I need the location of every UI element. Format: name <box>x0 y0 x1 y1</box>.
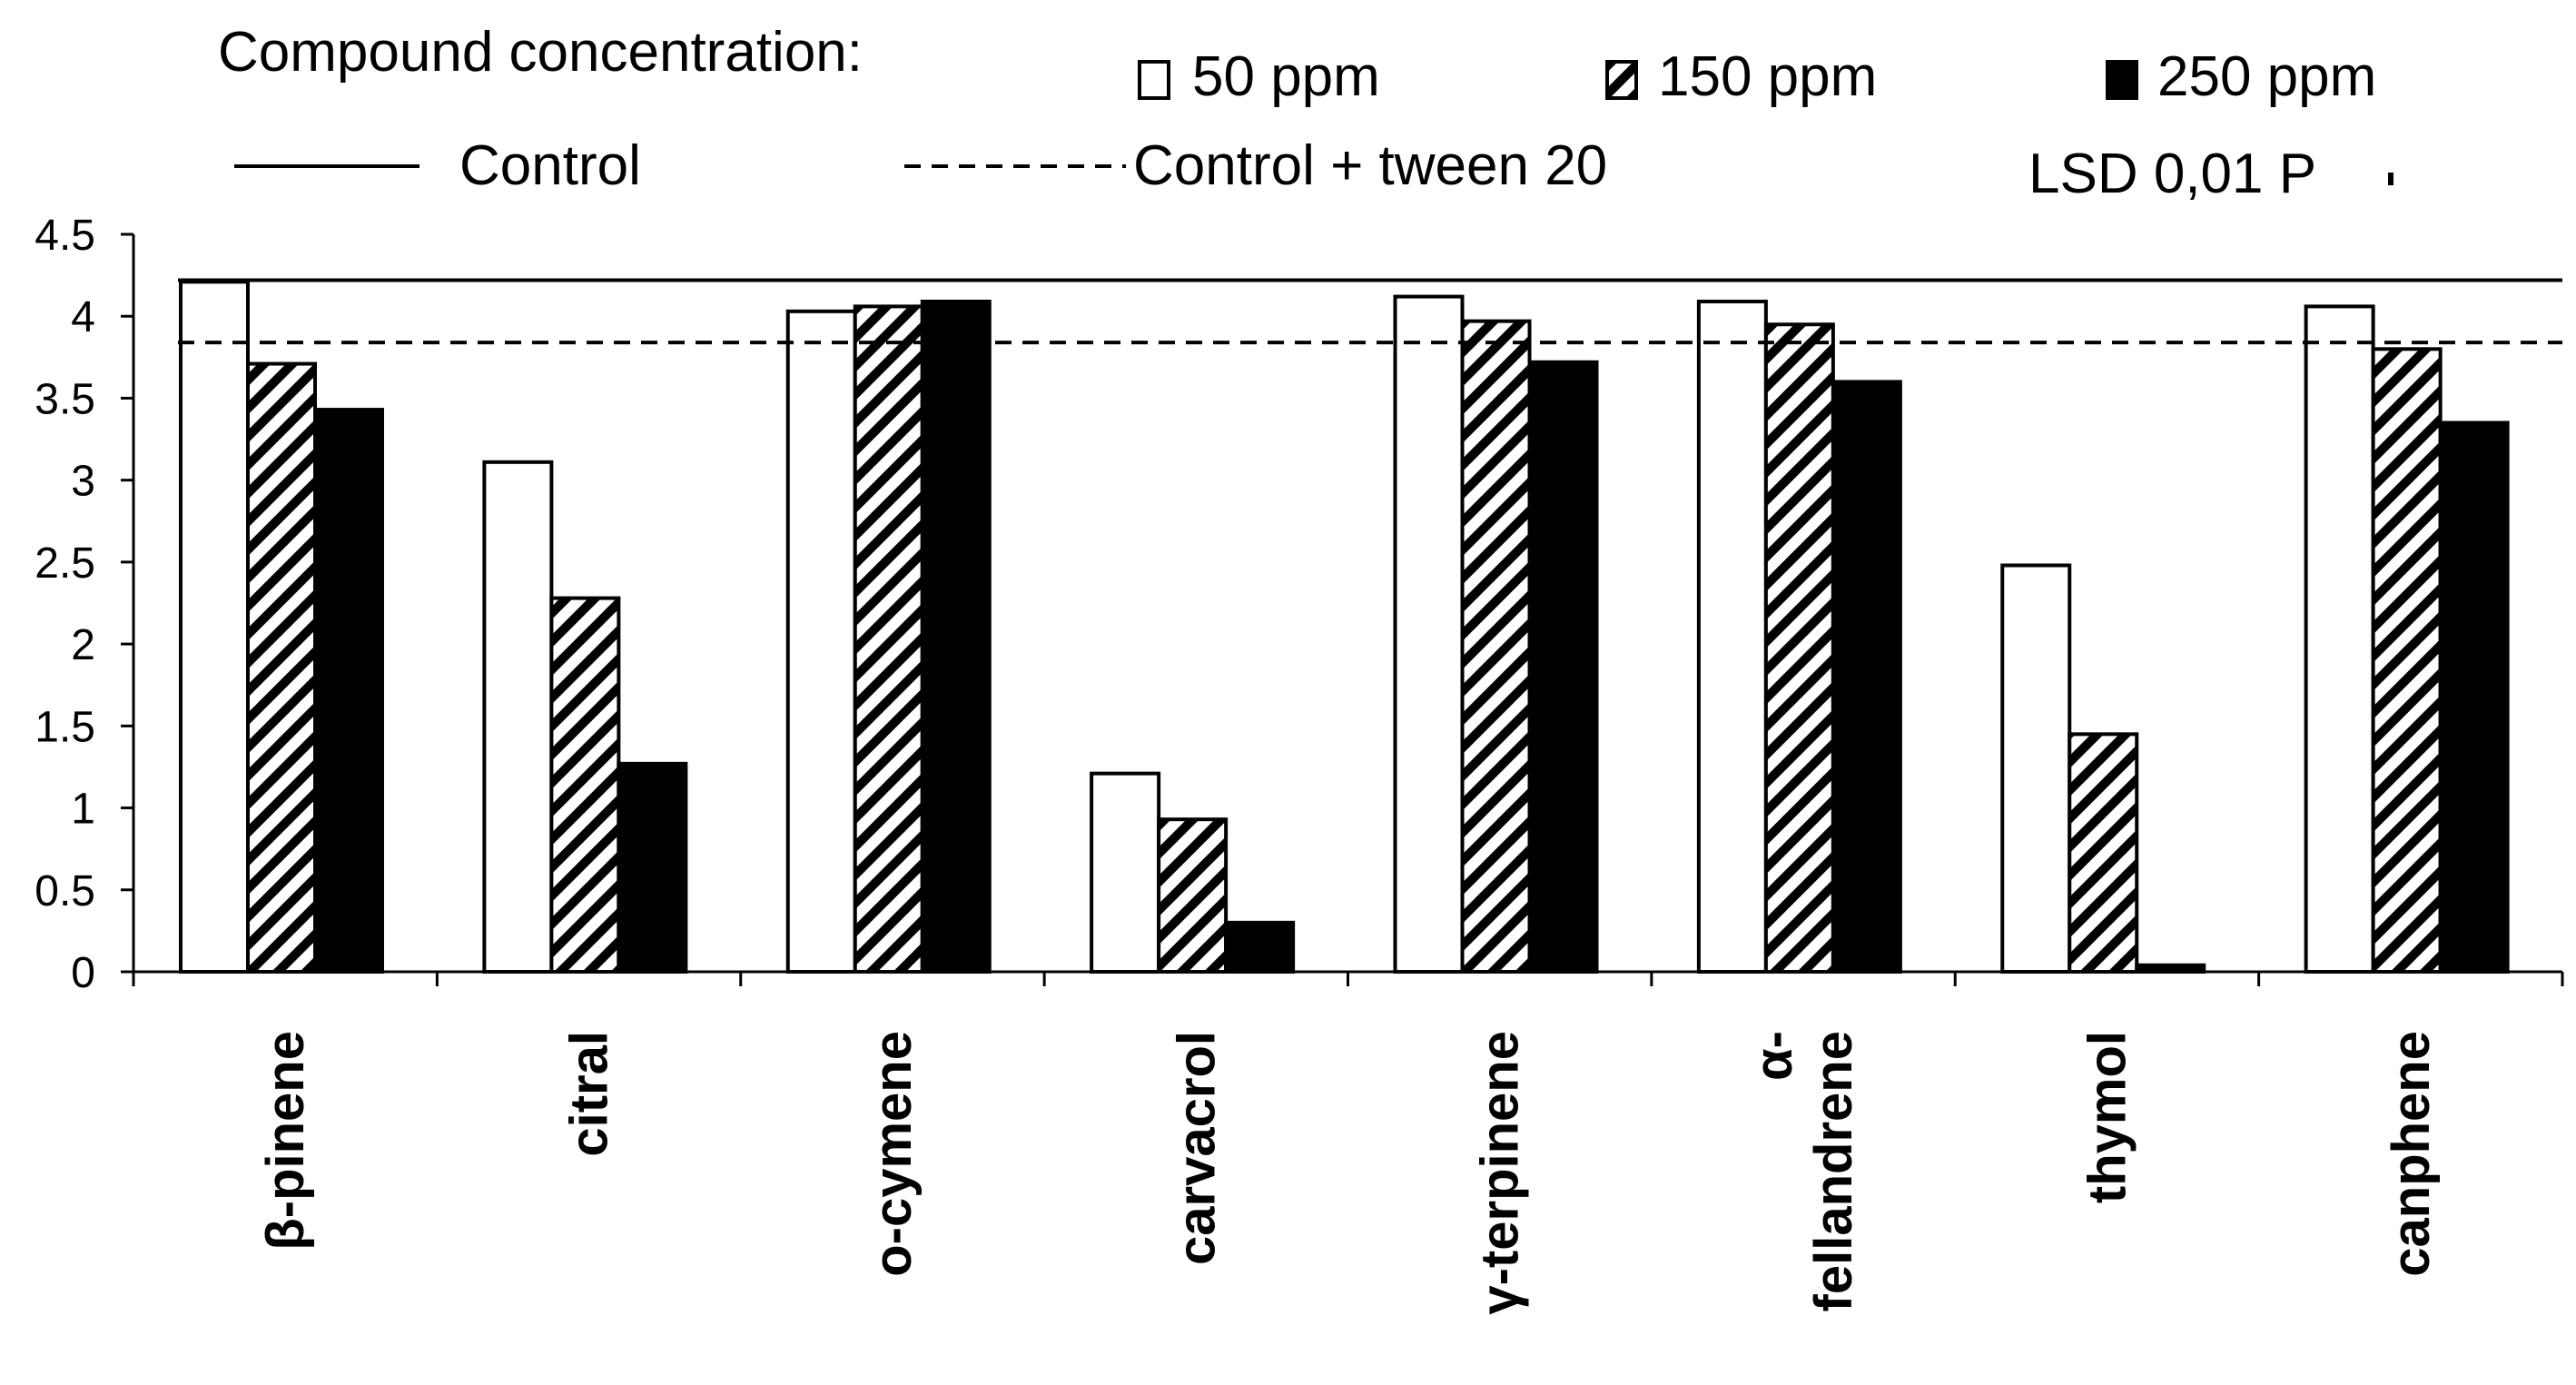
bar-150ppm-4 <box>1460 319 1532 974</box>
bar-250ppm-1 <box>617 761 688 974</box>
legend-lsd-marker <box>2388 173 2393 185</box>
bar-150ppm-1 <box>549 596 621 974</box>
legend: Compound concentration: 50 ppm 150 ppm 2… <box>218 21 2393 205</box>
bar-250ppm-5 <box>1831 380 1902 974</box>
category-label: o-cymene <box>864 1031 923 1277</box>
category-label-line: o-cymene <box>864 1031 923 1277</box>
bar-50ppm-0 <box>179 280 250 974</box>
bar-150ppm-6 <box>2068 732 2139 974</box>
x-axis: β-pinene citral o-cymene carvacrol γ-terpine… <box>132 970 2564 1315</box>
legend-label-control: Control <box>459 134 641 197</box>
bar-50ppm-5 <box>1696 299 1768 974</box>
bar-150ppm-3 <box>1157 817 1229 974</box>
category-label: γ-terpinene <box>1471 1031 1530 1315</box>
bar-50ppm-7 <box>2304 304 2375 974</box>
y-tick-label: 0 <box>71 949 95 997</box>
bar-150ppm-2 <box>853 304 924 974</box>
category-label-line: α- <box>1744 1031 1803 1081</box>
bar-50ppm-4 <box>1393 294 1465 974</box>
y-tick-label: 4 <box>71 293 95 341</box>
category-label-line: thymol <box>2078 1031 2137 1203</box>
category-label: canphene <box>2382 1031 2441 1277</box>
legend-heading: Compound concentration: <box>218 21 863 84</box>
category-label: citral <box>560 1031 619 1157</box>
bar-50ppm-3 <box>1090 771 1161 974</box>
bar-50ppm-2 <box>785 309 857 974</box>
category-label: α-fellandrene <box>1744 1031 1863 1311</box>
y-tick-label: 3.5 <box>35 375 95 423</box>
legend-label-lsd: LSD 0,01 P <box>2028 143 2316 205</box>
y-tick-label: 3 <box>71 458 95 506</box>
bar-250ppm-2 <box>920 299 992 974</box>
reference-lines <box>178 278 2562 345</box>
y-tick-label: 2 <box>71 621 95 669</box>
bar-150ppm-7 <box>2371 347 2443 974</box>
bar-50ppm-1 <box>482 460 554 974</box>
category-label-line: citral <box>560 1031 619 1157</box>
legend-label-150ppm: 150 ppm <box>1658 45 1877 108</box>
category-label: β-pinene <box>256 1031 315 1251</box>
bar-150ppm-5 <box>1763 322 1835 974</box>
legend-swatch-150ppm <box>1605 60 1638 100</box>
y-axis: 0 0.5 1 1.5 2 2.5 3 3.5 4 4.5 <box>35 212 135 997</box>
category-label-line: carvacrol <box>1167 1031 1226 1265</box>
legend-label-50ppm: 50 ppm <box>1192 45 1380 108</box>
y-tick-label: 1.5 <box>35 703 95 751</box>
category-label-line: canphene <box>2382 1031 2441 1277</box>
legend-label-tween: Control + tween 20 <box>1133 134 1607 197</box>
category-label-line: β-pinene <box>256 1031 315 1251</box>
bars <box>179 280 2510 974</box>
bar-250ppm-7 <box>2438 420 2510 974</box>
y-tick-label: 4.5 <box>35 212 95 260</box>
y-tick-label: 2.5 <box>35 539 95 588</box>
legend-swatch-250ppm <box>2106 60 2138 100</box>
category-label: carvacrol <box>1167 1031 1226 1265</box>
bar-250ppm-3 <box>1224 920 1296 974</box>
bar-250ppm-0 <box>313 408 384 974</box>
legend-swatch-50ppm <box>1138 60 1170 100</box>
category-label-line: γ-terpinene <box>1471 1031 1530 1315</box>
bar-150ppm-0 <box>246 361 317 974</box>
y-tick-label: 1 <box>71 786 95 834</box>
bar-50ppm-6 <box>2000 563 2072 974</box>
y-tick-label: 0.5 <box>35 867 95 915</box>
bar-250ppm-4 <box>1527 360 1599 974</box>
legend-label-250ppm: 250 ppm <box>2157 45 2376 108</box>
category-label-line: fellandrene <box>1804 1031 1863 1311</box>
category-label: thymol <box>2078 1031 2137 1203</box>
